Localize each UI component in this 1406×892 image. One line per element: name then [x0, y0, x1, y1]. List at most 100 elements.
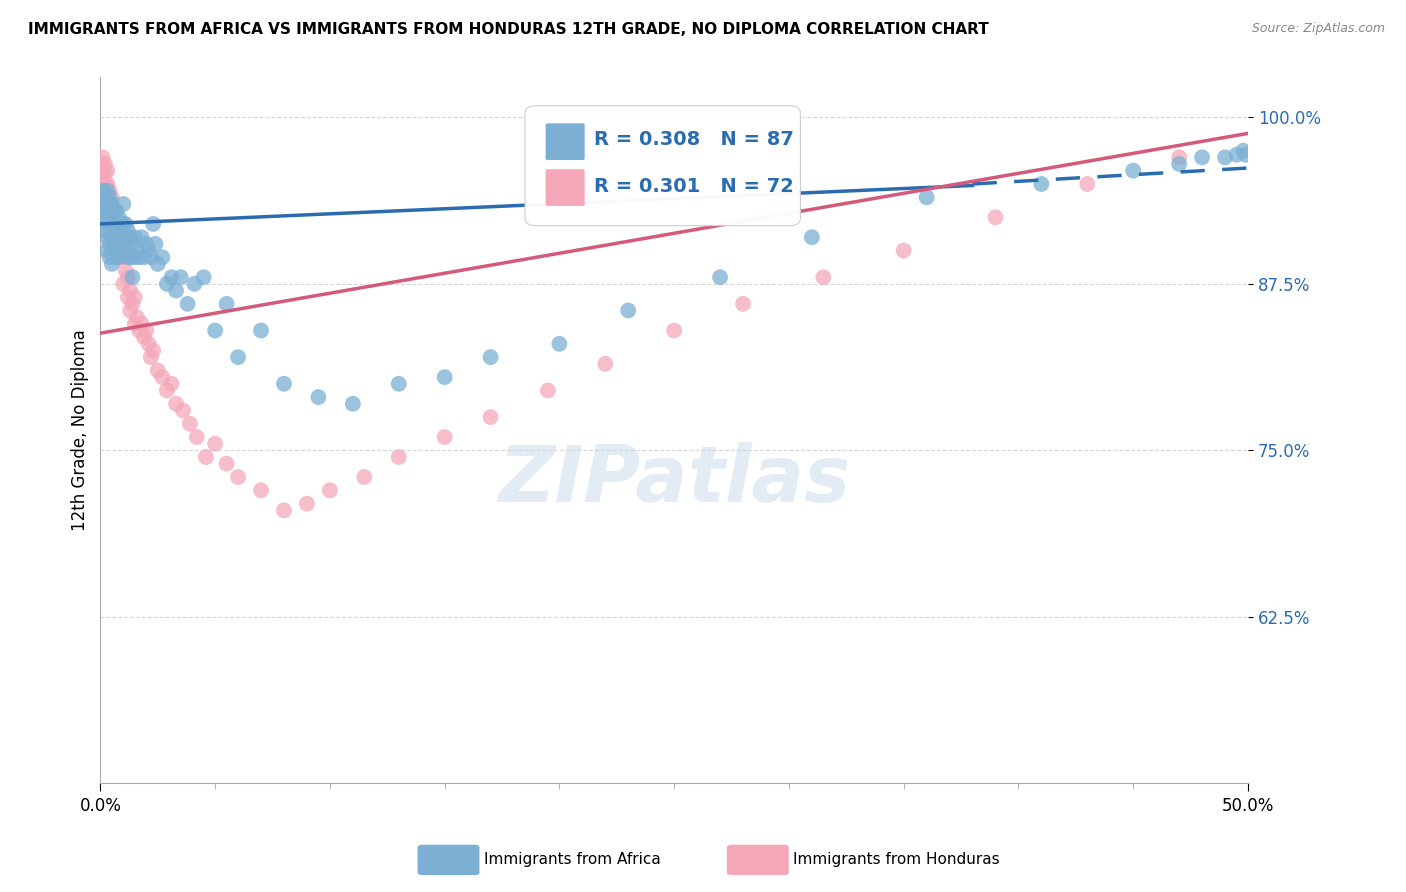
Point	[295, 497, 318, 511]
Point	[132, 330, 155, 344]
Point	[138, 336, 160, 351]
Point	[662, 324, 685, 338]
Point	[121, 236, 143, 251]
FancyBboxPatch shape	[546, 169, 585, 206]
Point	[204, 324, 226, 338]
Point	[96, 177, 118, 191]
Point	[105, 217, 128, 231]
Point	[1225, 147, 1247, 161]
Text: Immigrants from Africa: Immigrants from Africa	[484, 853, 661, 867]
Point	[94, 157, 117, 171]
Point	[101, 257, 124, 271]
Point	[101, 197, 124, 211]
Point	[1191, 150, 1213, 164]
Point	[131, 230, 153, 244]
Point	[135, 236, 157, 251]
Point	[98, 236, 121, 251]
Point	[110, 250, 132, 264]
Point	[142, 217, 165, 231]
Point	[96, 163, 118, 178]
Point	[595, 357, 617, 371]
Text: Source: ZipAtlas.com: Source: ZipAtlas.com	[1251, 22, 1385, 36]
Point	[96, 217, 118, 231]
Point	[160, 270, 183, 285]
Point	[215, 297, 238, 311]
Point	[194, 450, 217, 464]
Point	[617, 303, 640, 318]
Point	[176, 297, 198, 311]
Point	[172, 403, 194, 417]
Point	[91, 184, 114, 198]
Point	[101, 203, 124, 218]
Point	[342, 397, 364, 411]
Point	[479, 410, 502, 425]
Point	[117, 224, 139, 238]
Point	[114, 263, 136, 277]
Point	[94, 203, 117, 218]
Point	[150, 370, 173, 384]
Point	[124, 317, 146, 331]
Point	[96, 230, 118, 244]
Point	[800, 230, 823, 244]
FancyBboxPatch shape	[546, 123, 585, 160]
Point	[548, 336, 571, 351]
Point	[193, 270, 215, 285]
Point	[94, 224, 117, 238]
Point	[121, 270, 143, 285]
Point	[112, 250, 135, 264]
Point	[479, 350, 502, 364]
Point	[112, 197, 135, 211]
Point	[120, 284, 142, 298]
Point	[110, 230, 132, 244]
Point	[226, 350, 249, 364]
Point	[226, 470, 249, 484]
Point	[250, 324, 273, 338]
Point	[150, 250, 173, 264]
Point	[107, 250, 129, 264]
Point	[204, 436, 226, 450]
Point	[91, 150, 114, 164]
Point	[96, 203, 118, 218]
Point	[156, 384, 179, 398]
Point	[120, 230, 142, 244]
Point	[112, 217, 135, 231]
Point	[96, 203, 118, 218]
Point	[142, 343, 165, 358]
Point	[813, 270, 835, 285]
Point	[1234, 147, 1257, 161]
Point	[114, 236, 136, 251]
Point	[107, 250, 129, 264]
Point	[105, 224, 128, 238]
Point	[101, 211, 124, 225]
Point	[353, 470, 375, 484]
Point	[915, 190, 938, 204]
Point	[103, 217, 125, 231]
Point	[1213, 150, 1236, 164]
Point	[388, 376, 411, 391]
Point	[124, 230, 146, 244]
Text: R = 0.301   N = 72: R = 0.301 N = 72	[593, 178, 794, 196]
Point	[101, 190, 124, 204]
Point	[186, 430, 208, 444]
Point	[110, 217, 132, 231]
Point	[103, 230, 125, 244]
Text: IMMIGRANTS FROM AFRICA VS IMMIGRANTS FROM HONDURAS 12TH GRADE, NO DIPLOMA CORREL: IMMIGRANTS FROM AFRICA VS IMMIGRANTS FRO…	[28, 22, 988, 37]
Point	[91, 197, 114, 211]
Point	[107, 230, 129, 244]
Point	[165, 397, 187, 411]
Point	[125, 310, 148, 325]
Point	[91, 163, 114, 178]
Point	[135, 324, 157, 338]
Point	[105, 236, 128, 251]
Point	[125, 244, 148, 258]
Point	[96, 244, 118, 258]
Point	[105, 203, 128, 218]
Point	[107, 211, 129, 225]
Point	[128, 324, 150, 338]
Point	[731, 297, 754, 311]
Point	[146, 363, 169, 377]
Text: ZIPatlas: ZIPatlas	[498, 442, 851, 518]
Point	[101, 217, 124, 231]
Point	[1232, 144, 1254, 158]
Point	[91, 157, 114, 171]
